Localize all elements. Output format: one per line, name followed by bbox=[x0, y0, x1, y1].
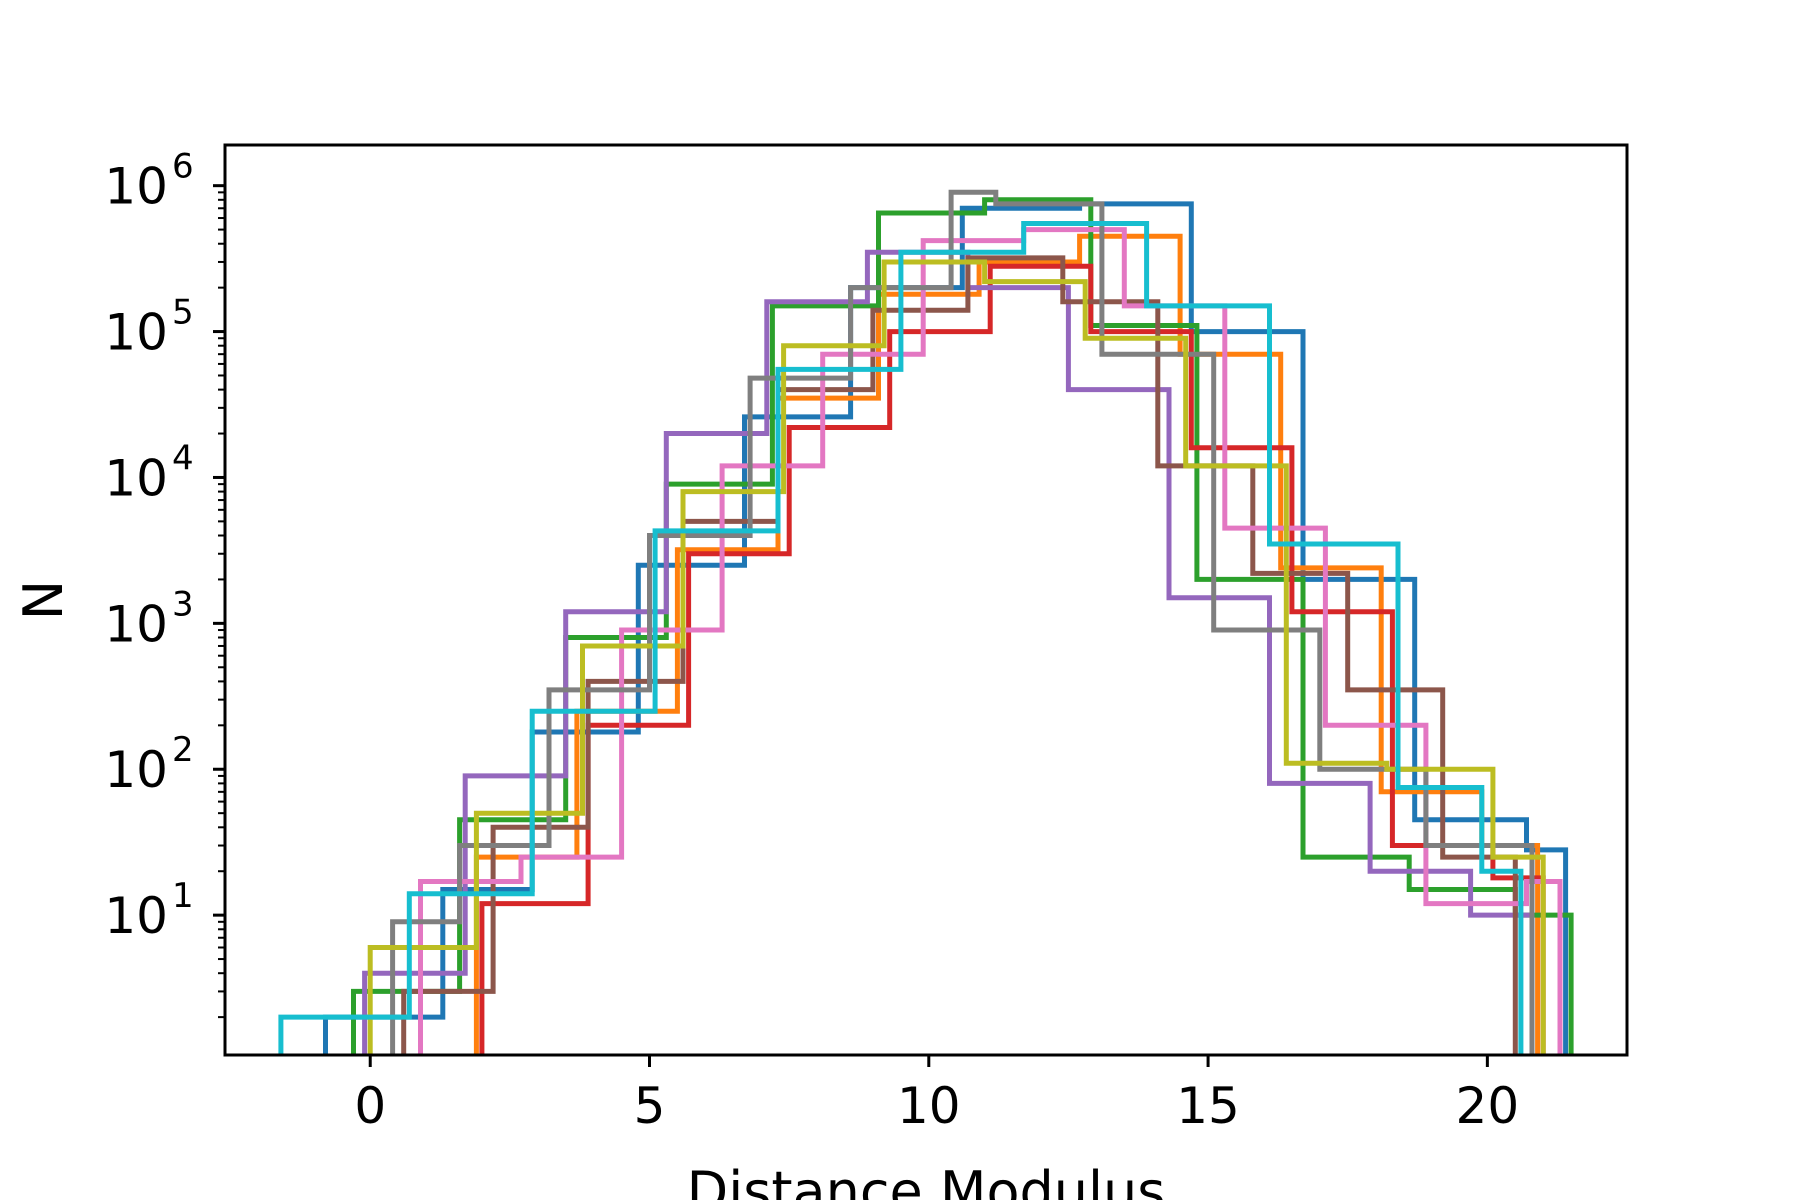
series-layer bbox=[278, 189, 1574, 1055]
histogram-series-6 bbox=[401, 255, 1518, 1055]
y-tick-exponent: 1 bbox=[172, 876, 194, 916]
y-axis-label: N bbox=[12, 580, 75, 620]
x-tick-label: 10 bbox=[897, 1077, 961, 1135]
histogram-series-10 bbox=[278, 221, 1524, 1055]
x-tick-label: 20 bbox=[1456, 1077, 1520, 1135]
plot-frame bbox=[223, 143, 1629, 1057]
y-tick-exponent: 5 bbox=[172, 293, 194, 333]
y-tick-label: 10 bbox=[104, 595, 168, 653]
y-tick-label: 10 bbox=[104, 741, 168, 799]
x-tick-label: 15 bbox=[1176, 1077, 1240, 1135]
y-tick-exponent: 4 bbox=[172, 438, 194, 478]
y-tick-exponent: 2 bbox=[172, 730, 194, 770]
y-tick-label: 10 bbox=[104, 887, 168, 945]
x-axis: 0 5 10 15 20 bbox=[354, 1055, 1519, 1135]
x-tick-label: 0 bbox=[354, 1077, 386, 1135]
histogram-series-4 bbox=[479, 263, 1546, 1055]
y-tick-label: 10 bbox=[104, 304, 168, 362]
x-axis-label: Distance Modulus bbox=[687, 1160, 1166, 1200]
histogram-series-9 bbox=[367, 259, 1546, 1055]
y-tick-label: 10 bbox=[104, 449, 168, 507]
histogram-series-8 bbox=[390, 189, 1535, 1055]
y-tick-exponent: 6 bbox=[172, 147, 194, 187]
x-tick-label: 5 bbox=[634, 1077, 666, 1135]
histogram-series-3 bbox=[351, 197, 1574, 1055]
histogram-series-2 bbox=[473, 233, 1541, 1055]
y-tick-label: 10 bbox=[104, 158, 168, 216]
y-tick-exponent: 3 bbox=[172, 584, 194, 624]
